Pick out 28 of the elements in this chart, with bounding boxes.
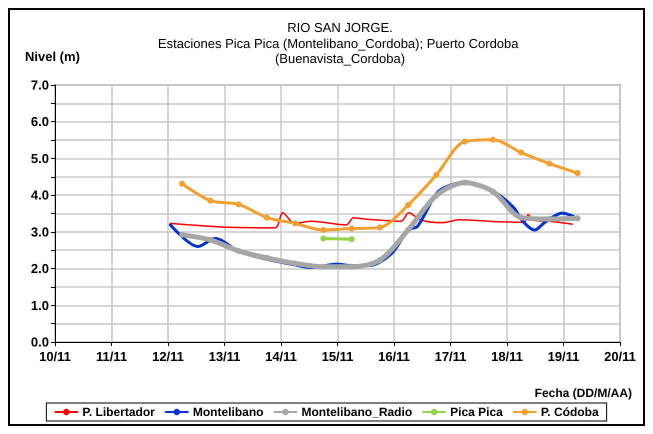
x-tick-label: 15/11 (322, 349, 354, 364)
x-tick-label: 16/11 (378, 349, 410, 364)
y-tick-label: 2.0 (30, 261, 49, 276)
y-tick-label: 0.0 (30, 334, 49, 350)
x-tick-label: 11/11 (96, 349, 128, 364)
x-tick-label: 10/11 (39, 349, 71, 364)
legend-label: Montelibano_Radio (301, 405, 412, 419)
y-axis-title: Nivel (m) (25, 49, 80, 64)
chart-title: RIO SAN JORGE. (287, 20, 393, 35)
y-tick-label: 4.0 (30, 188, 49, 203)
y-tick-label: 5.0 (30, 150, 49, 166)
x-tick-label: 17/11 (434, 349, 466, 364)
x-tick-label: 12/11 (152, 349, 184, 364)
legend-label: Montelibano (192, 405, 264, 419)
legend-label: Pica Pica (450, 405, 504, 419)
y-tick-label: 7.0 (30, 78, 49, 92)
x-axis-title: Fecha (DD/M/AA) (534, 386, 632, 400)
y-tick-label: 3.0 (30, 224, 49, 240)
legend-label: P. Libertador (82, 405, 156, 419)
legend-label: P. Códoba (540, 405, 599, 419)
x-tick-label: 20/11 (604, 349, 636, 364)
x-tick-label: 18/11 (491, 349, 523, 364)
x-tick-label: 14/11 (265, 349, 297, 364)
y-tick-label: 6.0 (30, 114, 49, 130)
x-tick-label: 13/11 (208, 349, 240, 364)
x-tick-label: 19/11 (548, 349, 580, 364)
chart-subtitle: Estaciones Pica Pica (Montelibano_Cordoba); Puerto Cordoba (Buenavista_Cordoba) (158, 36, 522, 66)
y-tick-label: 1.0 (30, 298, 49, 313)
